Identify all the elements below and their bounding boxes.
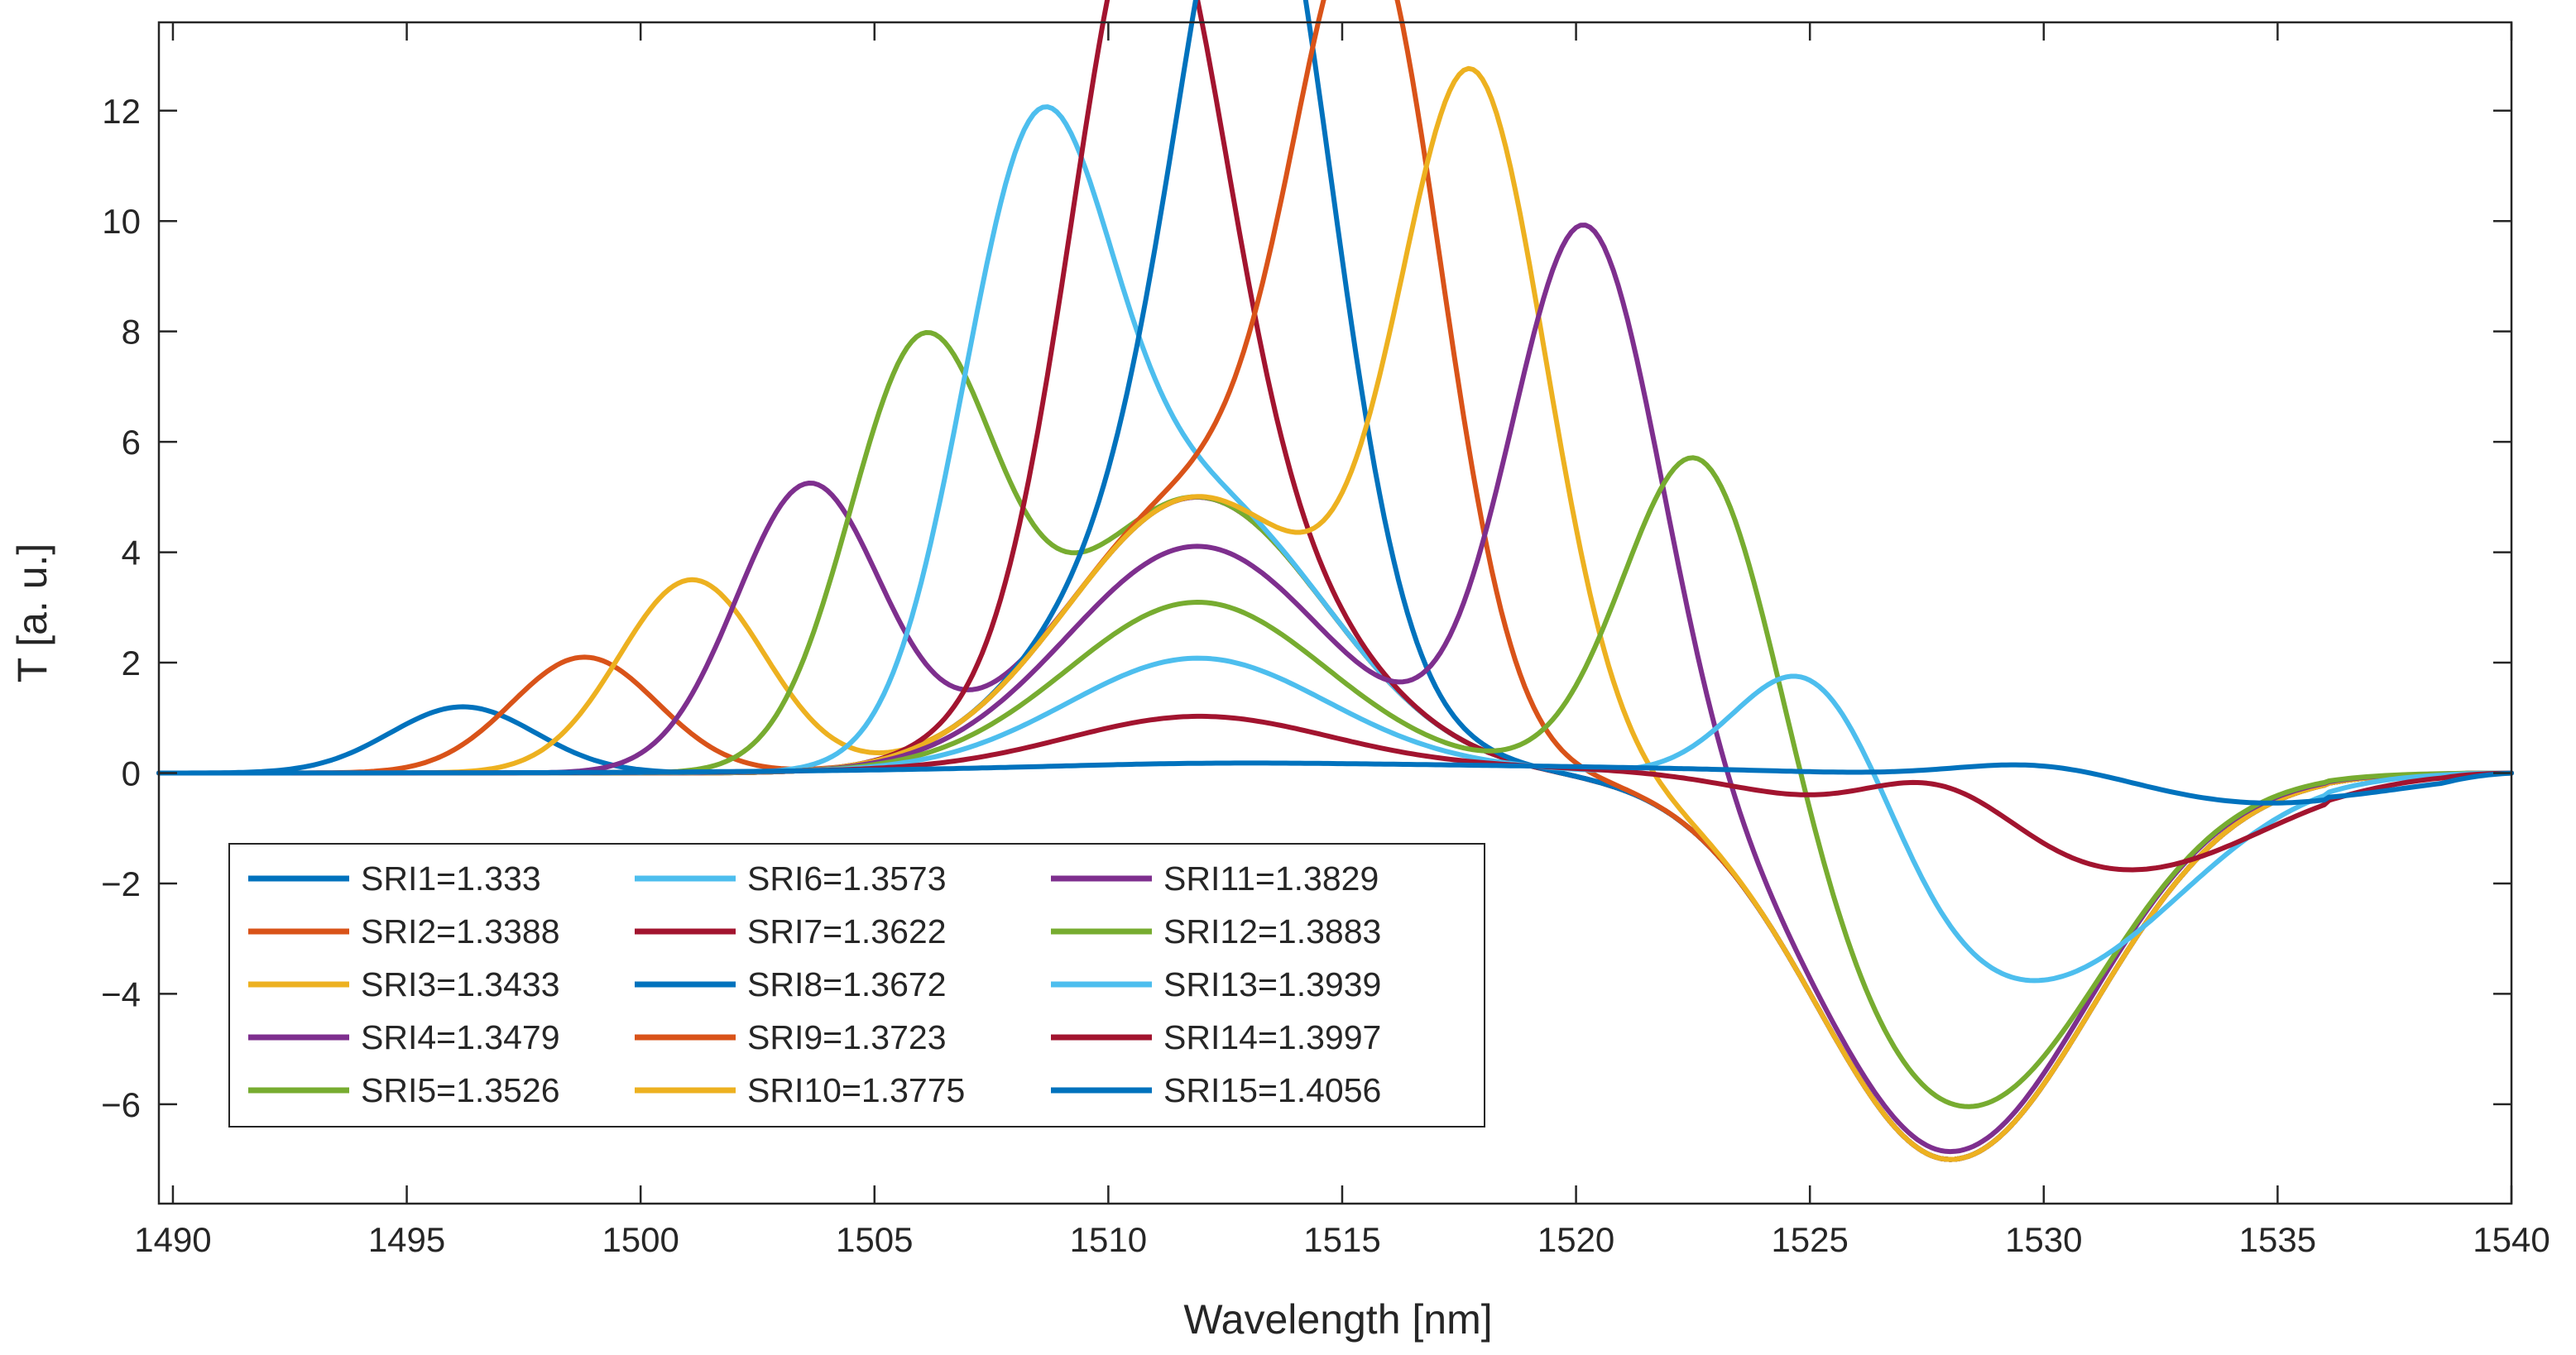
axes bbox=[157, 21, 2513, 1205]
legend-label: SRI13=1.3939 bbox=[1163, 965, 1381, 1003]
legend-label: SRI2=1.3388 bbox=[361, 912, 560, 950]
y-tick-label: −6 bbox=[101, 1085, 141, 1124]
legend-label: SRI11=1.3829 bbox=[1163, 859, 1379, 898]
legend-label: SRI8=1.3672 bbox=[747, 965, 947, 1003]
x-tick-label: 1520 bbox=[1537, 1220, 1614, 1259]
y-tick-label: 2 bbox=[122, 644, 141, 682]
tick-labels: 1490 1495 1500 1505 1510 1515 1520 1525 1530 1535… bbox=[101, 92, 2550, 1259]
legend-label: SRI15=1.4056 bbox=[1163, 1071, 1381, 1109]
legend-label: SRI10=1.3775 bbox=[747, 1071, 965, 1109]
legend-label: SRI5=1.3526 bbox=[361, 1071, 560, 1109]
x-tick-label: 1490 bbox=[134, 1220, 211, 1259]
legend-label: SRI7=1.3622 bbox=[747, 912, 947, 950]
legend-label: SRI4=1.3479 bbox=[361, 1018, 560, 1056]
plot-box bbox=[157, 21, 2513, 1205]
x-tick-label: 1525 bbox=[1771, 1220, 1848, 1259]
y-tick-label: 12 bbox=[102, 92, 141, 131]
x-tick-label: 1510 bbox=[1070, 1220, 1147, 1259]
legend-label: SRI1=1.333 bbox=[361, 859, 541, 898]
y-tick-label: 4 bbox=[122, 534, 141, 572]
legend-box bbox=[228, 843, 1485, 1128]
x-tick-label: 1500 bbox=[602, 1220, 679, 1259]
x-tick-label: 1515 bbox=[1303, 1220, 1380, 1259]
x-tick-label: 1505 bbox=[836, 1220, 913, 1259]
legend-label: SRI6=1.3573 bbox=[747, 859, 947, 898]
y-tick-label: 8 bbox=[122, 313, 141, 352]
y-tick-label: −2 bbox=[101, 864, 141, 903]
y-tick-label: −4 bbox=[101, 974, 141, 1013]
x-tick-label: 1495 bbox=[368, 1220, 445, 1259]
legend-label: SRI12=1.3883 bbox=[1163, 912, 1381, 950]
x-axis-title: Wavelength [nm] bbox=[1183, 1296, 1492, 1343]
y-tick-label: 6 bbox=[122, 423, 141, 462]
y-axis-title: T [a. u.] bbox=[9, 543, 55, 683]
legend-label: SRI9=1.3723 bbox=[747, 1018, 947, 1056]
legend-label: SRI14=1.3997 bbox=[1163, 1018, 1381, 1056]
x-tick-label: 1535 bbox=[2239, 1220, 2316, 1259]
x-tick-label: 1530 bbox=[2005, 1220, 2082, 1259]
y-tick-label: 10 bbox=[102, 202, 141, 241]
series-line-15 bbox=[156, 760, 2514, 806]
legend-label: SRI3=1.3433 bbox=[361, 965, 560, 1003]
y-tick-label: 0 bbox=[122, 754, 141, 793]
legend: SRI1=1.333 SRI2=1.3388 SRI3=1.3433 SRI4=1.3… bbox=[228, 843, 1485, 1128]
x-tick-label: 1540 bbox=[2473, 1220, 2550, 1259]
series-curves bbox=[156, 0, 2514, 1162]
